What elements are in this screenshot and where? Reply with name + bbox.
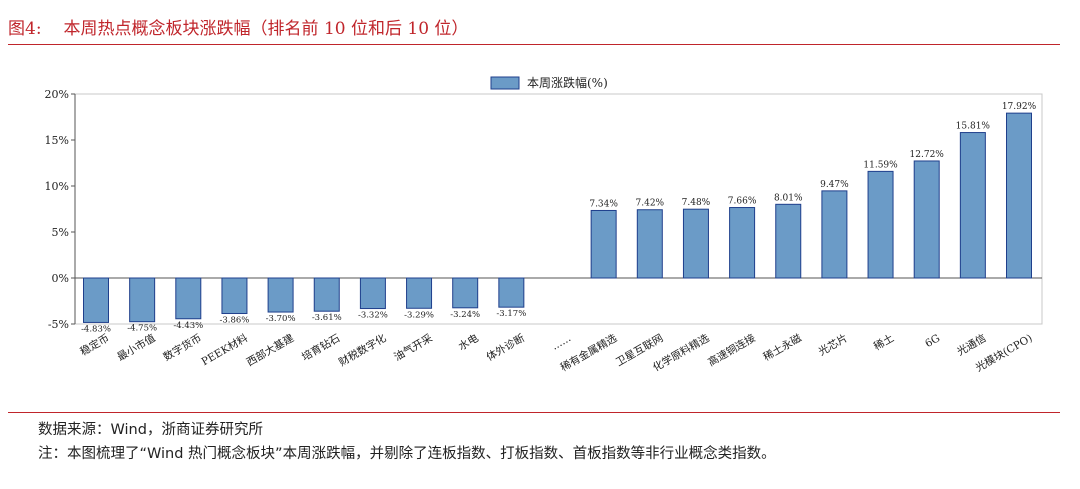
data-label: -4.75% <box>127 324 157 334</box>
data-label: 11.59% <box>863 160 898 170</box>
data-label: -4.83% <box>81 324 111 334</box>
bar <box>1006 112 1032 279</box>
data-label: 17.92% <box>1002 102 1037 112</box>
x-tick-label: 水电 <box>456 331 481 353</box>
bar <box>359 277 386 310</box>
data-label: -3.29% <box>404 310 434 320</box>
figure-title: 图4: 本周热点概念板块涨跌幅（排名前 10 位和后 10 位） <box>8 14 468 39</box>
chart-legend: 本周涨跌幅(%) <box>490 75 608 90</box>
bar <box>498 277 525 308</box>
data-label: -3.61% <box>312 313 342 323</box>
data-label: 15.81% <box>956 122 991 132</box>
bar <box>129 277 156 323</box>
data-label: 7.34% <box>589 199 618 209</box>
x-tick-label: 油气开采 <box>392 331 435 364</box>
x-tick-label: 数字货币 <box>161 331 204 363</box>
bar <box>452 277 479 309</box>
x-tick-label: 稀土 <box>871 331 896 353</box>
bar <box>636 209 663 279</box>
data-label: -3.86% <box>220 316 250 326</box>
x-tick-label: 稳定币 <box>78 331 112 358</box>
bars <box>83 112 1032 323</box>
data-label: 7.42% <box>636 199 665 209</box>
bar-chart: 本周涨跌幅(%) -5%0%5%10%15%20% -4.83% -4.75% -4… <box>45 75 1043 374</box>
bar <box>590 209 617 279</box>
x-tick-label: 稀土永磁 <box>761 331 804 364</box>
source-note: 数据来源：Wind，浙商证券研究所 <box>38 422 263 438</box>
data-labels: -4.83% -4.75% -4.43% -3.86% -3.70% -3.61% -3.3… <box>81 102 1037 334</box>
data-label: 7.48% <box>682 198 711 208</box>
bar <box>682 208 709 279</box>
y-tick-label: 5% <box>52 226 69 239</box>
bar <box>821 190 848 279</box>
data-label: 9.47% <box>820 180 849 190</box>
x-tick-label: 光通信 <box>955 331 989 358</box>
bar <box>775 203 802 279</box>
figure-title-text: 本周热点概念板块涨跌幅（排名前 10 位和后 10 位） <box>63 19 469 39</box>
y-tick-label: 20% <box>45 88 69 101</box>
data-label: -3.70% <box>266 314 296 324</box>
bar <box>959 132 986 279</box>
data-label: -3.24% <box>450 310 480 320</box>
x-tick-label: 西部大基建 <box>244 331 296 369</box>
data-label: 12.72% <box>910 150 945 160</box>
x-tick-label: 高速铜连接 <box>706 331 758 369</box>
data-label: 7.66% <box>728 197 757 207</box>
data-label: -4.43% <box>173 321 203 331</box>
bar <box>221 277 248 315</box>
bar <box>175 277 202 320</box>
bar <box>867 170 894 279</box>
bar <box>406 277 433 309</box>
plot-border <box>74 93 1043 325</box>
bar <box>267 277 294 313</box>
y-tick-label: 15% <box>45 134 69 147</box>
legend-swatch <box>490 76 520 90</box>
footnote: 注：本图梳理了“Wind 热门概念板块”本周涨跌幅，并剔除了连板指数、打板指数、… <box>38 446 776 462</box>
x-tick-label: 体外诊断 <box>484 331 527 364</box>
x-tick-label: ...... <box>550 332 573 352</box>
x-tick-label: 6G <box>923 332 942 350</box>
data-label: 8.01% <box>774 193 803 203</box>
bar <box>83 277 109 323</box>
footer-divider <box>8 412 1060 413</box>
x-tick-label: PEEK材料 <box>199 331 250 368</box>
x-tick-label: 最小市值 <box>115 331 158 364</box>
legend-label: 本周涨跌幅(%) <box>527 75 608 90</box>
x-tick-label: 光芯片 <box>816 331 850 358</box>
y-tick-label: 10% <box>45 180 69 193</box>
x-tick-label: 财税数字化 <box>336 331 388 369</box>
plot-frame <box>74 93 1043 325</box>
bar <box>729 207 756 279</box>
x-tick-label: 培育钻石 <box>299 331 342 363</box>
data-label: -3.17% <box>496 309 526 319</box>
bar <box>313 277 340 312</box>
title-divider <box>8 44 1060 45</box>
bar <box>913 160 940 279</box>
y-tick-label: -5% <box>48 318 69 331</box>
y-tick-label: 0% <box>52 272 69 285</box>
y-axis: -5% 0% 5% 10% 15% 20% <box>45 88 1042 331</box>
data-label: -3.32% <box>358 311 388 321</box>
figure-label: 图4: <box>8 19 42 39</box>
